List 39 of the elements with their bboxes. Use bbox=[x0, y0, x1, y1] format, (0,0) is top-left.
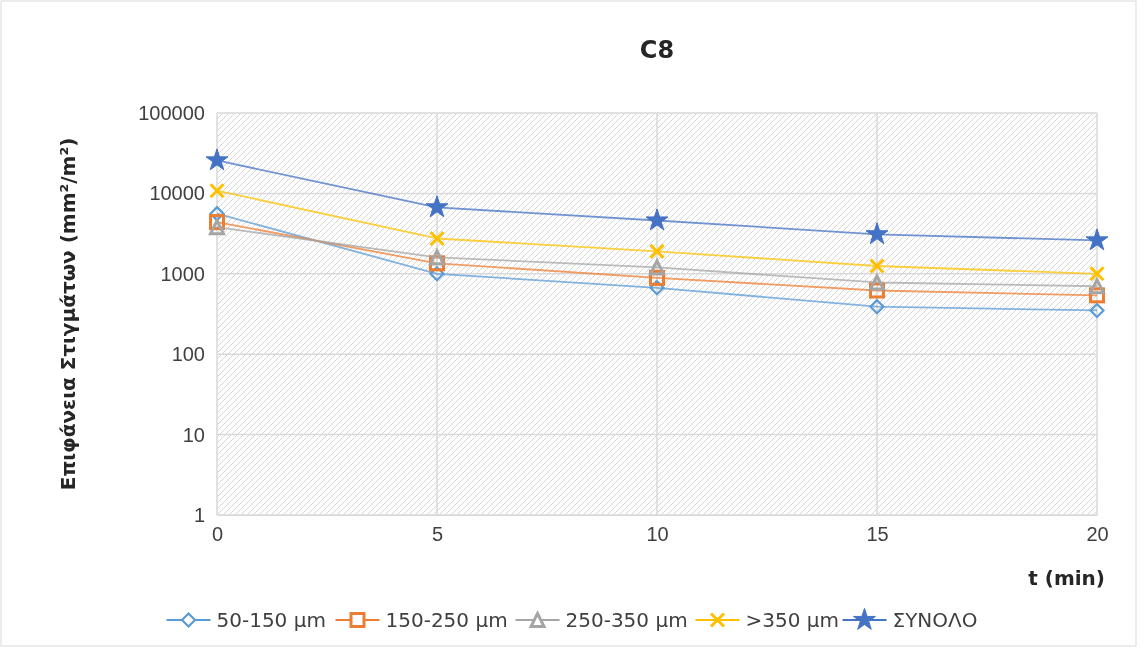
legend-label: 50-150 μm bbox=[216, 608, 326, 632]
x-axis-title: t (min) bbox=[1028, 566, 1105, 590]
point bbox=[425, 195, 449, 218]
point bbox=[429, 249, 445, 266]
chart-title: C8 bbox=[639, 36, 675, 64]
point bbox=[649, 259, 665, 276]
point bbox=[429, 266, 445, 282]
y-tick-label: 10000 bbox=[149, 182, 205, 205]
point bbox=[1089, 278, 1105, 295]
y-tick-label: 1 bbox=[193, 503, 205, 526]
x-tick-label: 0 bbox=[211, 523, 224, 546]
point bbox=[205, 148, 229, 171]
point bbox=[209, 206, 225, 222]
y-axis-title: Επιφάνεια Στιγμάτων (mm²/m²) bbox=[56, 137, 80, 491]
x-tick-label: 20 bbox=[1086, 523, 1109, 546]
legend-label: >350 μm bbox=[745, 608, 839, 632]
point bbox=[429, 230, 445, 247]
point bbox=[869, 258, 885, 275]
point bbox=[1089, 302, 1105, 319]
legend-label: ΣΥΝΟΛΟ bbox=[892, 608, 978, 632]
point bbox=[209, 182, 225, 199]
y-tick-label: 100000 bbox=[138, 101, 205, 124]
y-tick-label: 10 bbox=[182, 423, 205, 446]
x-tick-label: 5 bbox=[431, 523, 444, 546]
y-tick-label: 1000 bbox=[160, 262, 205, 285]
point bbox=[645, 208, 669, 231]
point bbox=[1089, 265, 1105, 282]
point bbox=[649, 243, 665, 260]
point bbox=[1085, 228, 1109, 251]
y-tick-label: 100 bbox=[171, 343, 205, 366]
x-tick-label: 10 bbox=[646, 523, 669, 546]
point bbox=[869, 274, 885, 291]
point bbox=[649, 280, 665, 296]
legend-label: 150-250 μm bbox=[385, 608, 508, 632]
point bbox=[865, 222, 889, 245]
point bbox=[869, 299, 885, 315]
legend-label: 250-350 μm bbox=[565, 608, 688, 632]
point bbox=[209, 219, 225, 236]
x-tick-label: 15 bbox=[866, 523, 889, 546]
